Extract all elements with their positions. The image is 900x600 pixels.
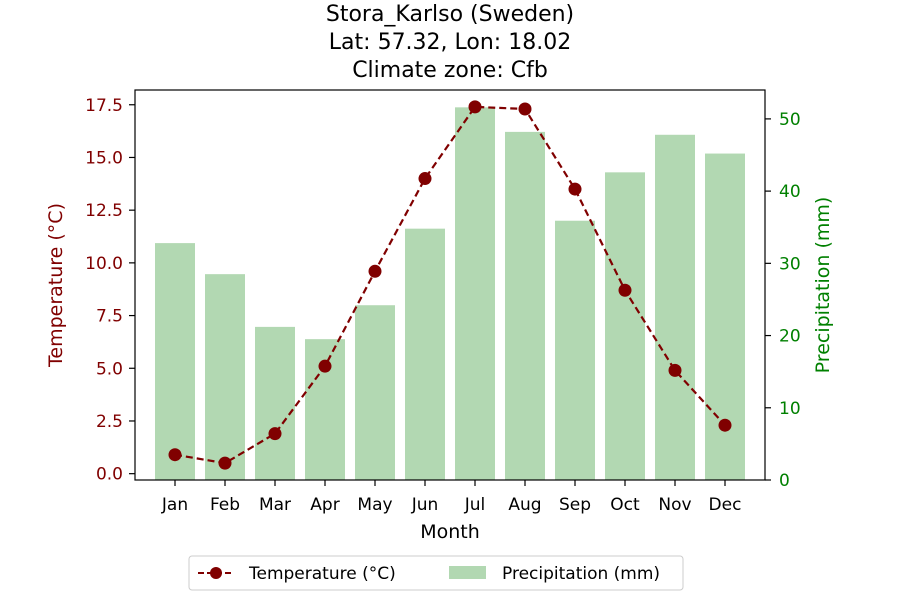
- temperature-point-nov: [668, 363, 682, 377]
- temperature-point-sep: [568, 182, 582, 196]
- x-tick-label: May: [357, 495, 392, 515]
- right-tick-label: 30: [779, 254, 801, 274]
- left-axis-label: Temperature (°C): [45, 203, 67, 368]
- legend-box: [188, 555, 684, 591]
- legend-precipitation-label: Precipitation (mm): [502, 564, 660, 584]
- legend-temperature-label: Temperature (°C): [248, 564, 396, 584]
- temperature-point-oct: [618, 283, 632, 297]
- precipitation-bar-mar: [255, 326, 295, 480]
- temperature-point-jun: [418, 172, 432, 186]
- left-tick-label: 12.5: [85, 201, 123, 221]
- precipitation-bar-jun: [405, 228, 445, 480]
- x-tick-label: Dec: [709, 495, 742, 515]
- plot-frame: [134, 89, 766, 481]
- right-tick-label: 10: [779, 399, 801, 419]
- temperature-point-jan: [168, 448, 182, 462]
- temperature-line: [168, 100, 732, 470]
- right-tick-label: 40: [779, 182, 801, 202]
- x-tick-label: Mar: [259, 495, 291, 515]
- temperature-point-apr: [318, 359, 332, 373]
- left-tick-label: 17.5: [85, 96, 123, 116]
- temperature-series-line: [174, 105, 726, 465]
- legend-temperature-marker: [210, 567, 222, 579]
- precipitation-bars: [155, 107, 745, 481]
- x-tick-label: Jul: [464, 495, 486, 515]
- left-tick-label: 10.0: [85, 254, 123, 274]
- x-tick-label: Jun: [411, 495, 439, 515]
- precipitation-bar-jan: [155, 243, 195, 480]
- chart-title-line-3: Climate zone: Cfb: [352, 58, 548, 83]
- x-tick-label: Oct: [610, 495, 640, 515]
- right-tick-label: 0: [779, 471, 790, 491]
- precipitation-bar-may: [355, 305, 395, 480]
- x-axis-label: Month: [420, 521, 480, 543]
- precipitation-bar-jul: [455, 107, 495, 480]
- right-axis-label: Precipitation (mm): [812, 197, 834, 374]
- chart-title: Stora_Karlso (Sweden) Lat: 57.32, Lon: 1…: [326, 2, 574, 83]
- x-axis: Jan Feb Mar Apr May Jun Jul Aug Sep Oct Nov Dec: [161, 480, 742, 515]
- right-tick-label: 20: [779, 327, 801, 347]
- temperature-point-dec: [718, 418, 732, 432]
- left-tick-label: 7.5: [96, 307, 123, 327]
- temperature-point-mar: [268, 427, 282, 441]
- left-tick-label: 15.0: [85, 148, 123, 168]
- x-tick-label: Feb: [210, 495, 240, 515]
- chart-title-line-2: Lat: 57.32, Lon: 18.02: [329, 30, 571, 55]
- right-axis: 0 10 20 30 40 50: [765, 110, 801, 491]
- precipitation-bar-feb: [205, 274, 245, 480]
- temperature-point-aug: [518, 102, 532, 116]
- precipitation-bar-sep: [555, 220, 595, 480]
- temperature-point-may: [368, 264, 382, 278]
- x-tick-label: Apr: [310, 495, 339, 515]
- x-tick-label: Jan: [161, 495, 188, 515]
- legend-precipitation-swatch: [449, 566, 486, 579]
- temperature-point-feb: [218, 456, 232, 470]
- left-tick-label: 0.0: [96, 465, 123, 485]
- x-tick-label: Nov: [658, 495, 691, 515]
- left-axis: 0.0 2.5 5.0 7.5 10.0 12.5 15.0 17.5: [85, 96, 135, 485]
- right-tick-label: 50: [779, 110, 801, 130]
- precipitation-bar-aug: [505, 131, 545, 480]
- temperature-point-jul: [468, 100, 482, 114]
- x-tick-label: Sep: [559, 495, 591, 515]
- left-tick-label: 5.0: [96, 359, 123, 379]
- precipitation-bar-oct: [605, 172, 645, 481]
- legend: Temperature (°C) Precipitation (mm): [188, 555, 684, 591]
- x-tick-label: Aug: [508, 495, 541, 515]
- precipitation-bar-nov: [655, 134, 695, 480]
- chart-title-line-1: Stora_Karlso (Sweden): [326, 2, 574, 27]
- left-tick-label: 2.5: [96, 412, 123, 432]
